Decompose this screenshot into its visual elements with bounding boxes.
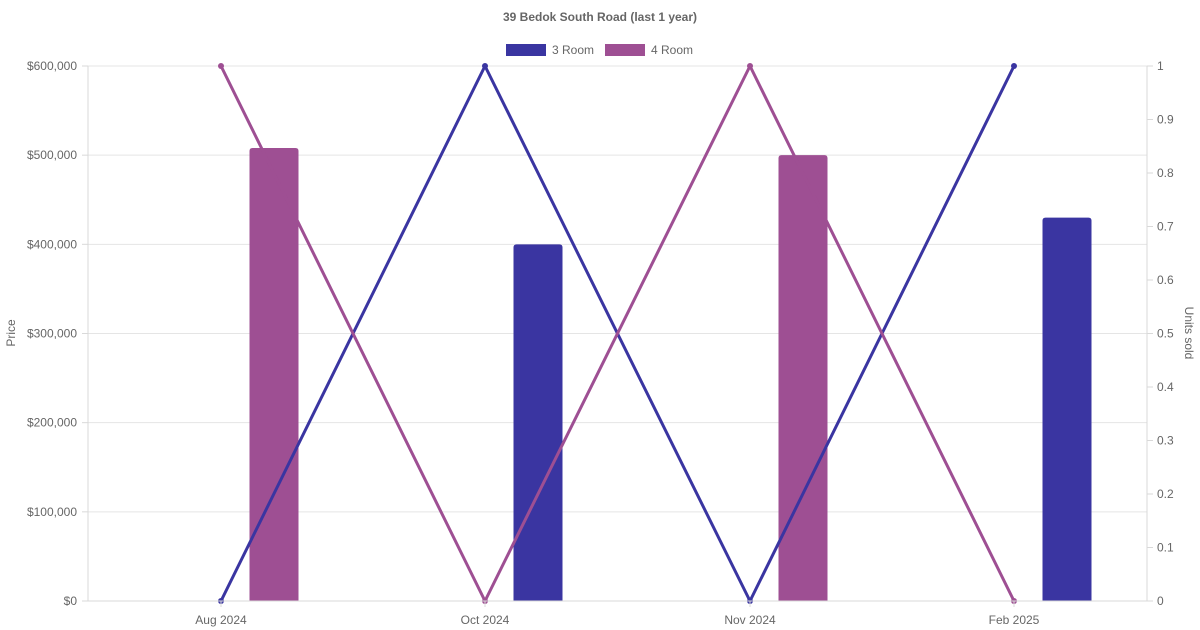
x-tick-label: Nov 2024 (724, 613, 776, 627)
legend-label: 4 Room (651, 43, 693, 57)
y-right-tick-label: 1 (1157, 59, 1164, 73)
y-left-tick-label: $200,000 (27, 416, 77, 430)
axes-layer: $0 $100,000 $200,000 $300,000 $400,000 $500,0… (27, 59, 1174, 627)
x-tick-label: Oct 2024 (461, 613, 510, 627)
y-right-tick-label: 0.3 (1157, 434, 1174, 448)
line-4-room (219, 64, 1016, 603)
point-4-room (218, 63, 224, 69)
chart-title: 39 Bedok South Road (last 1 year) (503, 10, 697, 24)
y-right-tick-label: 0.4 (1157, 380, 1174, 394)
y-right-tick-label: 0.8 (1157, 166, 1174, 180)
y-right-tick-label: 0.5 (1157, 327, 1174, 341)
bar-4-room (249, 148, 299, 602)
y-left-tick-label: $500,000 (27, 148, 77, 162)
legend-label: 3 Room (552, 43, 594, 57)
point-3-room (482, 63, 488, 69)
legend: 3 Room 4 Room (506, 43, 693, 57)
y-axis-right-title: Units sold (1182, 307, 1196, 360)
point-4-room (747, 63, 753, 69)
y-right-tick-label: 0.7 (1157, 220, 1174, 234)
x-tick-label: Feb 2025 (989, 613, 1040, 627)
y-left-tick-label: $300,000 (27, 327, 77, 341)
lines-layer (218, 63, 1017, 604)
point-3-room (1011, 63, 1017, 69)
legend-swatch (506, 44, 546, 56)
bars-layer (249, 148, 1092, 602)
y-left-tick-label: $100,000 (27, 505, 77, 519)
bar-4-room (778, 155, 828, 601)
y-left-tick-label: $600,000 (27, 59, 77, 73)
y-right-tick-label: 0.2 (1157, 487, 1174, 501)
x-tick-label: Aug 2024 (195, 613, 247, 627)
bar-3-room (1042, 217, 1092, 602)
y-axis-left-title: Price (4, 319, 18, 347)
y-right-tick-label: 0.1 (1157, 541, 1174, 555)
legend-swatch (605, 44, 645, 56)
y-right-tick-label: 0 (1157, 594, 1164, 608)
bar-3-room (513, 244, 563, 602)
y-left-tick-label: $400,000 (27, 237, 77, 251)
y-right-tick-label: 0.6 (1157, 273, 1174, 287)
y-left-tick-label: $0 (64, 594, 78, 608)
y-right-tick-label: 0.9 (1157, 113, 1174, 127)
